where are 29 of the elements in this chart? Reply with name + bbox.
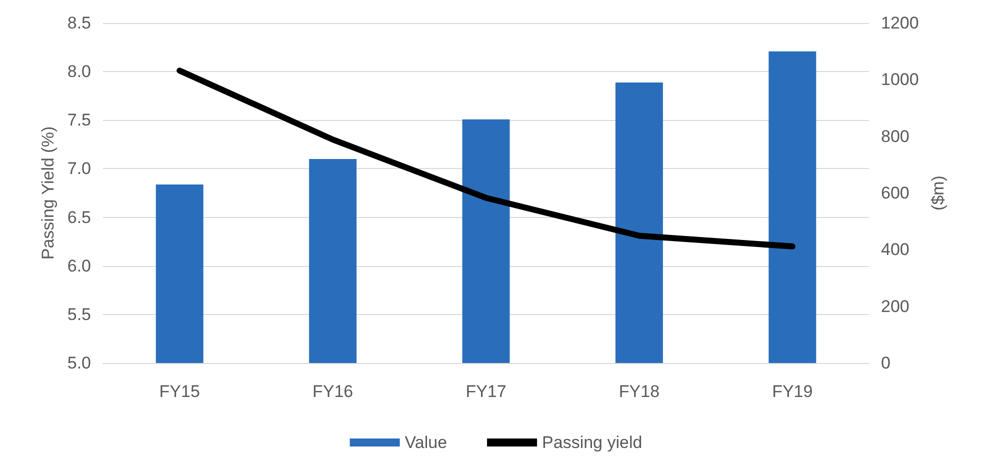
legend-label: Value xyxy=(404,433,448,452)
y-tick-label: 5.0 xyxy=(67,354,91,372)
y-tick-label: 5.5 xyxy=(67,304,91,324)
y2-tick-label: 600 xyxy=(881,184,910,202)
y2-tick-label: 0 xyxy=(881,354,890,372)
y-tick-label: 7.5 xyxy=(67,110,91,130)
y-tick-label: 7.0 xyxy=(67,159,91,178)
y2-tick-label: 1000 xyxy=(881,70,919,90)
x-tick-label: FY19 xyxy=(772,382,813,401)
y2-tick-label: 400 xyxy=(881,240,910,260)
y-tick-label: 8.5 xyxy=(67,14,91,32)
bar xyxy=(615,82,663,363)
y2-tick-label: 200 xyxy=(881,296,910,316)
bar xyxy=(462,119,510,363)
x-tick-label: FY16 xyxy=(312,382,354,401)
y2-axis-title: ($m) xyxy=(928,176,948,210)
x-tick-label: FY17 xyxy=(466,382,506,401)
legend-label: Passing yield xyxy=(542,433,642,452)
x-tick-label: FY18 xyxy=(618,382,660,401)
y2-tick-label: 800 xyxy=(881,126,910,146)
x-tick-label: FY15 xyxy=(159,382,200,401)
bar xyxy=(156,184,204,363)
y-axis-title: Passing Yield (%) xyxy=(38,126,58,260)
y2-tick-label: 1200 xyxy=(881,14,919,32)
bar xyxy=(309,159,357,363)
y-tick-label: 6.0 xyxy=(67,256,91,276)
y-tick-label: 6.5 xyxy=(67,208,91,227)
y-tick-label: 8.0 xyxy=(67,62,91,82)
bar xyxy=(768,51,816,363)
